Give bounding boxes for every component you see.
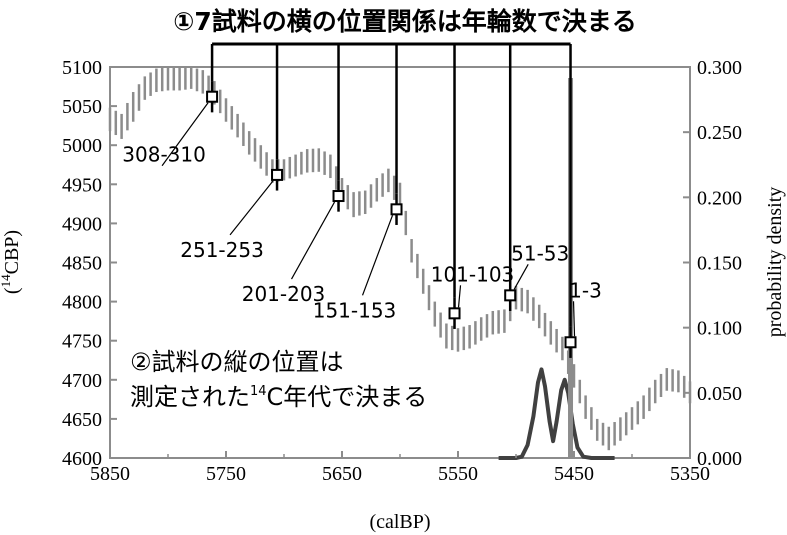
y2-tick-label: 0.250 [697, 122, 742, 144]
x-tick-label: 5450 [554, 463, 594, 485]
y2-tick-label: 0.150 [697, 253, 742, 275]
sample-label-1-3: 1-3 [569, 278, 602, 302]
sample-label-308-310: 308-310 [122, 143, 206, 167]
annotation-middle-note-line2-prefix: 測定された [130, 383, 250, 411]
x-tick-label: 5350 [670, 463, 710, 485]
sample-leader-1-3 [572, 301, 576, 337]
y-tick-label: 4600 [62, 448, 102, 470]
probability-density-curve [498, 367, 615, 460]
sample-label-51-53: 51-53 [511, 241, 569, 265]
sample-label-101-103: 101-103 [431, 262, 515, 286]
sample-marker-1-3 [564, 336, 577, 349]
calibration-curve [108, 67, 692, 451]
sample-leader-151-153 [361, 215, 394, 296]
y-tick-label: 4800 [62, 292, 102, 314]
sample-leader-101-103 [457, 285, 462, 308]
annotation-middle-note-line2-super: 14 [250, 384, 267, 399]
sample-leader-251-253 [229, 180, 274, 236]
sample-marker-251-253 [271, 168, 284, 181]
ring-count-bracket [210, 42, 572, 327]
sample-marker-151-153 [390, 203, 403, 216]
sample-label-251-253: 251-253 [180, 238, 264, 262]
y-axis-right: 0.300 0.250 0.200 0.150 0.100 0.050 0.000 [683, 57, 742, 470]
y-tick-label: 4900 [62, 213, 102, 235]
sample-leader-308-310 [161, 102, 209, 167]
y-tick-label: 4950 [62, 174, 102, 196]
y-axis-left: 5100 5050 5000 4950 4900 4850 4800 4750 4700 4650… [62, 57, 117, 470]
y-tick-label: 4700 [62, 370, 102, 392]
sample-leader-51-53 [513, 264, 529, 290]
y2-tick-label: 0.200 [697, 187, 742, 209]
sample-marker-101-103 [448, 307, 461, 320]
sample-leader-lines [161, 102, 576, 337]
x-tick-label: 5750 [206, 463, 246, 485]
x-axis: 5850 5750 5650 5550 5450 5350 [90, 451, 710, 485]
x-axis-label: (calBP) [369, 511, 430, 533]
x-tick-label: 5650 [322, 463, 362, 485]
y-tick-label: 4650 [62, 409, 102, 431]
y-axis-left-label: (14CBP) [0, 230, 23, 294]
x-tick-label: 5850 [90, 463, 130, 485]
x-tick-label: 5550 [438, 463, 478, 485]
sample-marker-51-53 [504, 289, 517, 302]
y-tick-label: 5100 [62, 57, 102, 79]
y-axis-right-label: probability density [764, 187, 786, 338]
y-tick-label: 5050 [62, 96, 102, 118]
annotation-middle-note-line1: ②試料の縦の位置は [130, 348, 344, 376]
y2-tick-label: 0.000 [697, 448, 742, 470]
y2-tick-label: 0.100 [697, 318, 742, 340]
sample-marker-201-203 [332, 190, 345, 203]
annotation-middle-note-line2-suffix: C年代で決まる [267, 383, 428, 411]
y2-tick-label: 0.300 [697, 57, 742, 79]
y2-tick-label: 0.050 [697, 383, 742, 405]
annotation-top-note: ①7試料の横の位置関係は年輪数で決まる [173, 7, 637, 36]
y-tick-label: 4750 [62, 331, 102, 353]
sample-label-151-153: 151-153 [313, 298, 397, 322]
sample-leader-201-203 [290, 201, 336, 280]
sample-marker-308-310 [206, 90, 219, 103]
annotation-middle-note-line2: 測定された14C年代で決まる [130, 383, 427, 411]
sample-label-201-203: 201-203 [242, 282, 326, 306]
y-tick-label: 5000 [62, 135, 102, 157]
y-tick-label: 4850 [62, 253, 102, 275]
